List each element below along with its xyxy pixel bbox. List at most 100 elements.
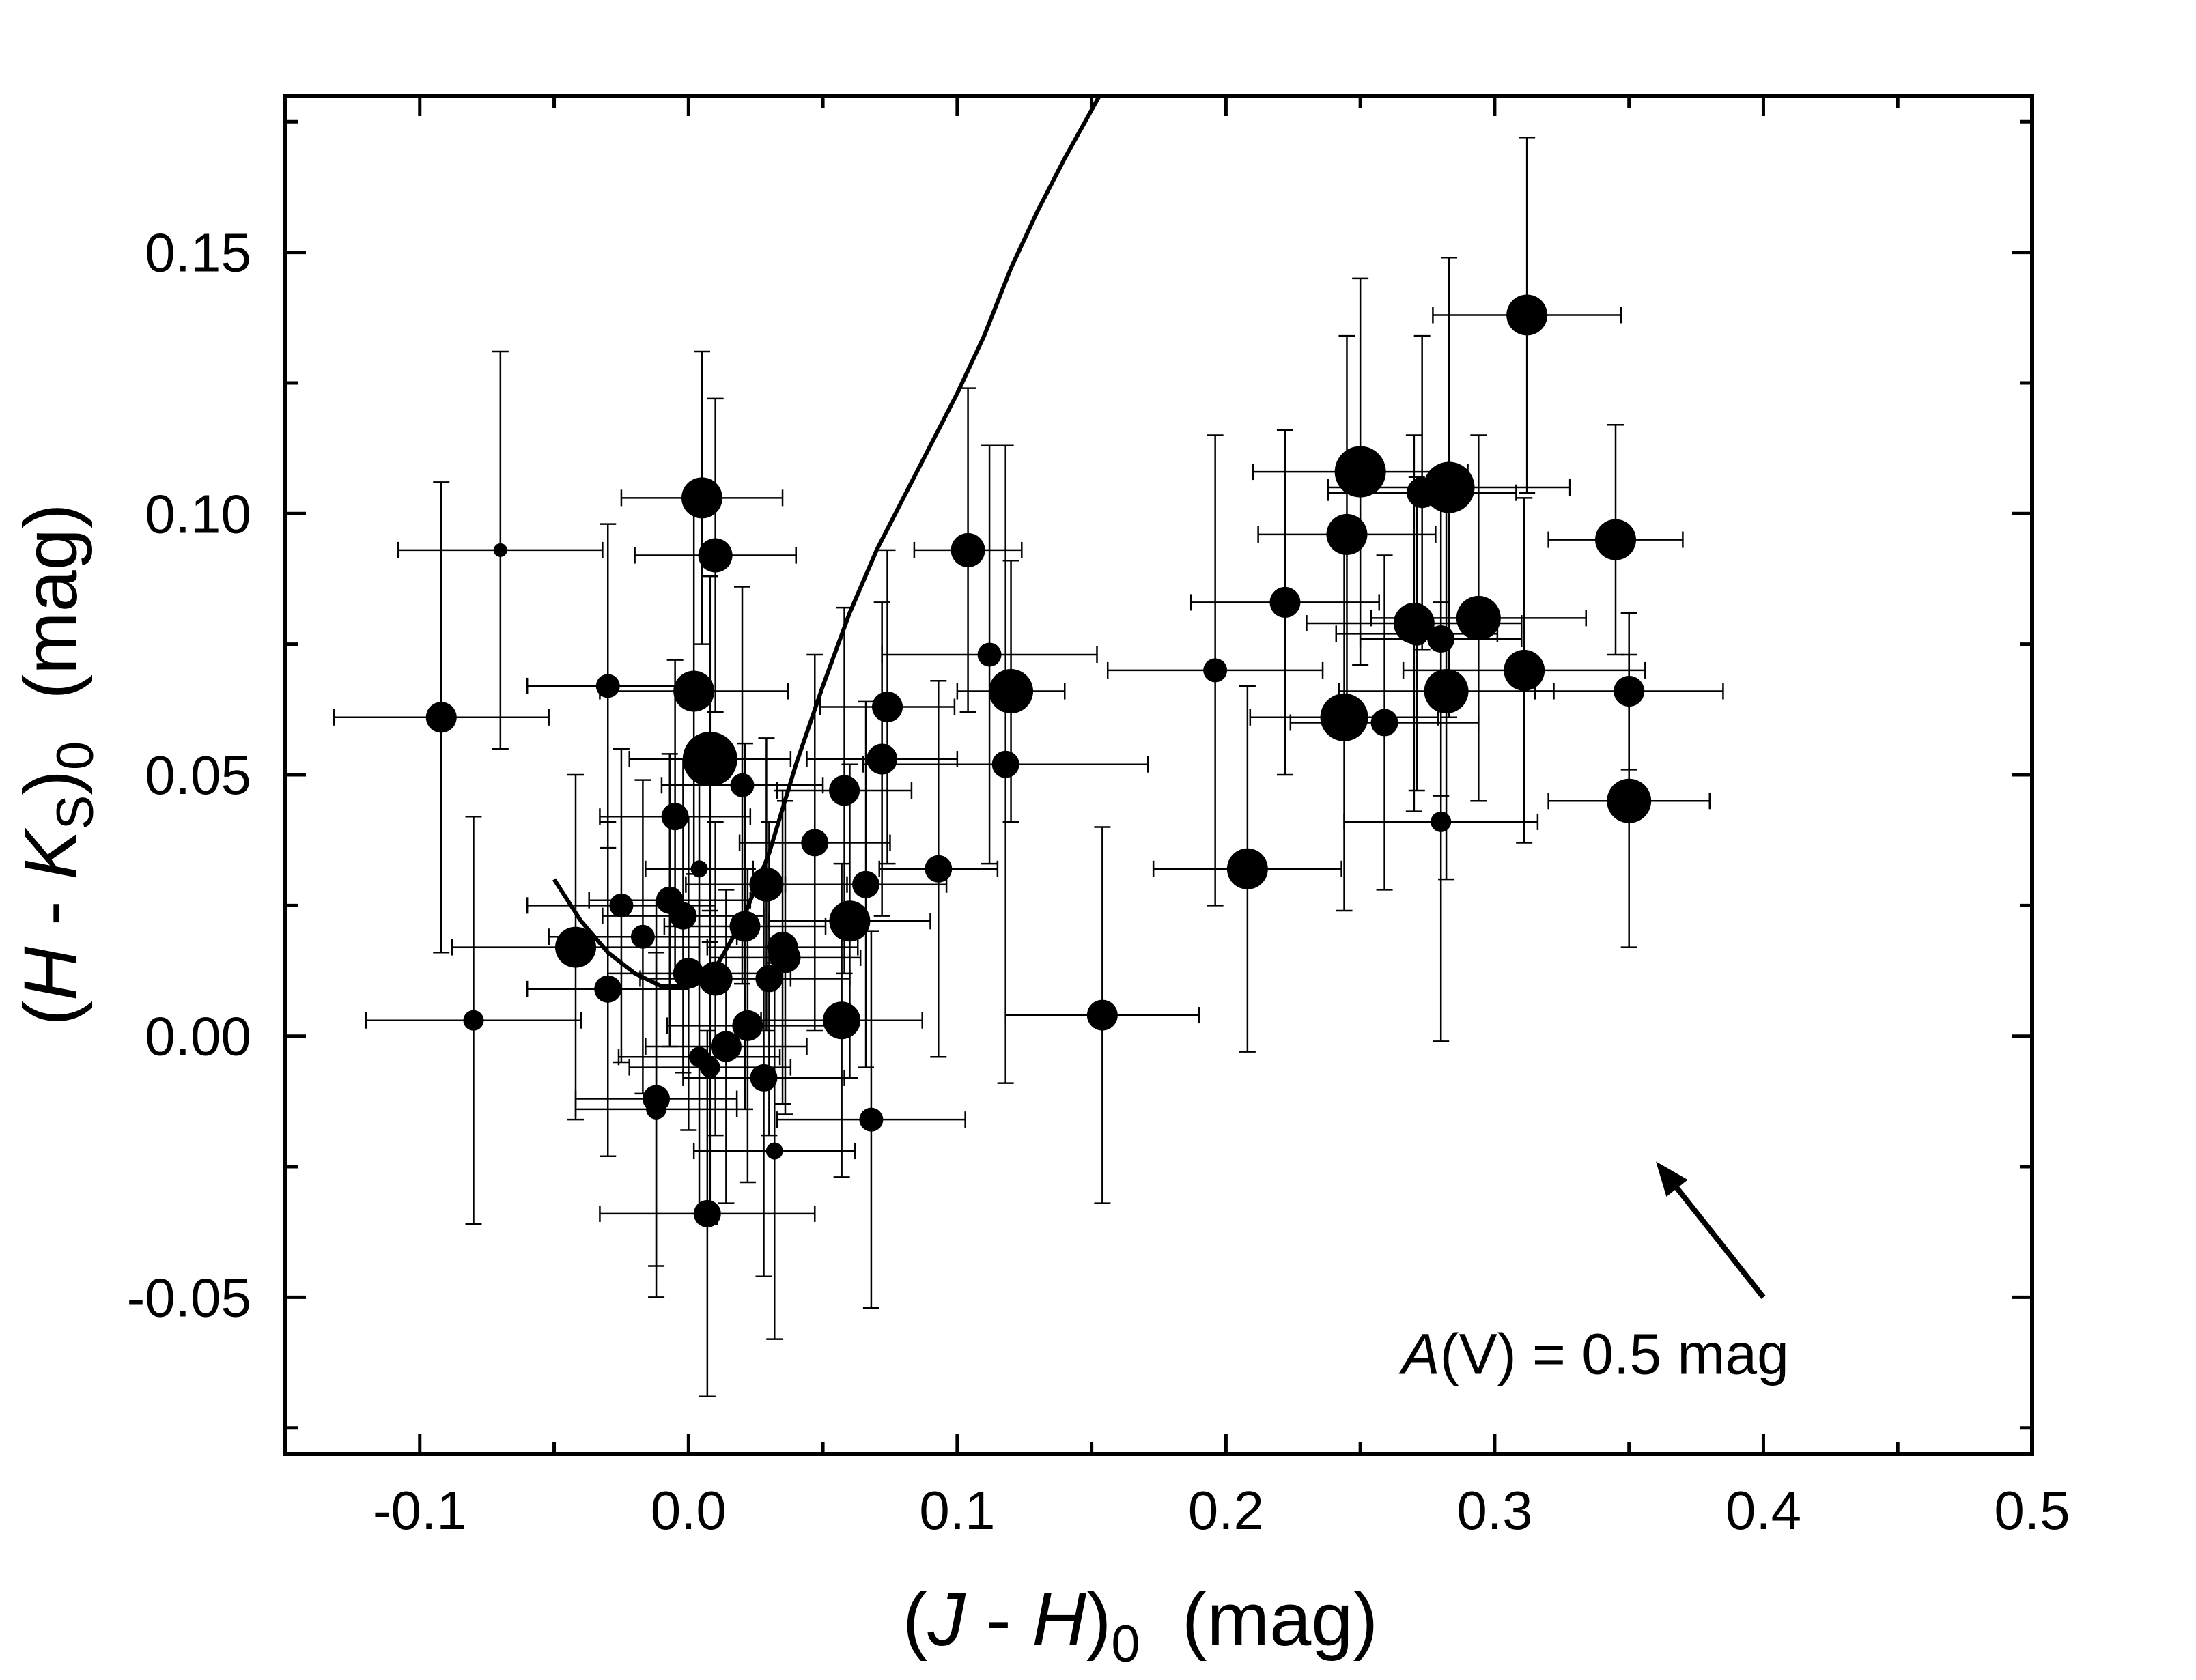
x-tick-label: 0.5 xyxy=(1994,1480,2070,1541)
data-point-27 xyxy=(666,868,830,1184)
data-point-marker xyxy=(755,965,783,993)
y-tick-label: 0.10 xyxy=(145,483,251,544)
data-point-18 xyxy=(620,350,784,645)
data-point-marker xyxy=(1326,513,1368,555)
reddening-vector-arrowhead xyxy=(1656,1161,1688,1197)
data-point-61 xyxy=(1327,257,1571,719)
data-point-54 xyxy=(1289,554,1480,891)
intrinsic-color-curve-layer xyxy=(552,94,1102,988)
data-point-67 xyxy=(1547,653,1711,948)
data-point-42 xyxy=(878,679,999,1058)
y-tick-label: 0.15 xyxy=(145,223,251,283)
data-point-marker xyxy=(681,477,722,519)
data-point-marker xyxy=(669,902,697,930)
data-point-marker xyxy=(977,642,1002,667)
data-point-marker xyxy=(801,829,829,857)
data-point-marker xyxy=(646,1098,667,1120)
data-point-marker xyxy=(991,750,1019,778)
data-point-marker xyxy=(829,775,860,806)
data-point-marker xyxy=(1506,294,1548,336)
data-point-64 xyxy=(1432,136,1622,494)
data-point-6 xyxy=(526,821,690,1157)
data-point-46 xyxy=(956,559,1066,823)
data-point-marker xyxy=(1226,848,1268,889)
data-point-marker xyxy=(1405,621,1429,646)
data-point-marker xyxy=(425,702,457,733)
x-tick-label: 0.2 xyxy=(1188,1480,1264,1541)
data-point-60 xyxy=(1338,502,1555,881)
data-point-marker xyxy=(729,911,761,942)
data-point-marker xyxy=(749,867,784,902)
data-point-52 xyxy=(1257,334,1437,735)
data-point-2 xyxy=(397,350,604,750)
y-tick-label: 0.05 xyxy=(145,745,251,806)
data-point-37 xyxy=(768,763,931,1079)
data-point-33 xyxy=(709,800,862,1115)
data-point-marker xyxy=(750,1064,778,1092)
data-point-marker xyxy=(1269,586,1301,618)
x-axis-title: (J - H)0 (mag) xyxy=(903,1578,1378,1673)
data-point-19 xyxy=(599,1029,816,1398)
data-point-50 xyxy=(1190,429,1380,776)
data-point-22 xyxy=(634,397,797,713)
y-tick-label: -0.05 xyxy=(127,1267,251,1328)
x-tick-label: -0.1 xyxy=(373,1480,467,1541)
intrinsic-color-curve xyxy=(552,94,1102,988)
data-point-3 xyxy=(365,815,582,1225)
y-axis-title: (H - KS)0 (mag) xyxy=(9,503,104,1025)
data-point-45 xyxy=(862,444,1149,1084)
data-point-41 xyxy=(819,549,956,865)
data-point-marker xyxy=(1431,811,1452,832)
data-point-8 xyxy=(548,779,738,1095)
reddening-vector-label: A(V) = 0.5 mag xyxy=(1398,1322,1789,1386)
data-point-marker xyxy=(1607,778,1652,823)
data-point-marker xyxy=(1320,693,1368,741)
data-point-marker xyxy=(630,924,655,949)
data-point-1 xyxy=(333,481,550,954)
data-point-marker xyxy=(693,1199,721,1227)
reddening-vector-shaft xyxy=(1674,1186,1766,1299)
data-points-layer xyxy=(333,136,1724,1398)
data-point-26 xyxy=(663,742,827,1111)
data-point-marker xyxy=(770,942,801,973)
data-point-marker xyxy=(463,1010,484,1031)
data-point-65 xyxy=(1547,423,1684,656)
data-point-marker xyxy=(859,1107,884,1132)
data-point-marker xyxy=(682,732,737,787)
y-tick-label: 0.00 xyxy=(145,1006,251,1067)
data-point-51 xyxy=(1249,523,1439,912)
data-point-marker xyxy=(765,1142,783,1160)
x-tick-label: 0.1 xyxy=(919,1480,995,1541)
data-point-62 xyxy=(1370,434,1587,802)
data-point-38 xyxy=(784,700,948,1068)
data-point-marker xyxy=(594,975,622,1003)
data-point-marker xyxy=(1086,999,1118,1031)
data-point-marker xyxy=(867,743,898,775)
data-point-marker xyxy=(710,1031,742,1062)
x-tick-label: 0.3 xyxy=(1456,1480,1532,1541)
data-point-44 xyxy=(881,444,1098,865)
data-point-marker xyxy=(823,1001,861,1040)
data-point-28 xyxy=(682,878,845,1278)
data-point-marker xyxy=(493,543,507,557)
data-point-marker xyxy=(1504,649,1545,691)
data-point-marker xyxy=(661,803,689,831)
data-point-15 xyxy=(599,507,789,875)
axes-layer: -0.1 0.0 0.1 0.2 0.3 0.4 0.5 -0.05 0.00 0.05 0.10 0… xyxy=(127,94,2070,1541)
data-point-marker xyxy=(925,855,953,883)
data-point-53 xyxy=(1252,277,1469,666)
plot-frame xyxy=(283,94,2034,1456)
data-point-marker xyxy=(690,860,708,878)
data-point-marker xyxy=(730,773,755,797)
data-point-marker xyxy=(1424,669,1469,714)
data-point-marker xyxy=(852,870,880,898)
reddening-vector-layer xyxy=(1656,1161,1766,1299)
data-point-marker xyxy=(699,1057,720,1078)
data-point-marker xyxy=(1423,461,1475,513)
data-point-marker xyxy=(698,538,733,573)
data-point-5 xyxy=(526,523,690,849)
data-point-49 xyxy=(1152,685,1342,1053)
data-point-marker xyxy=(1203,658,1228,683)
data-point-48 xyxy=(1106,434,1324,907)
data-point-marker xyxy=(732,1010,763,1041)
